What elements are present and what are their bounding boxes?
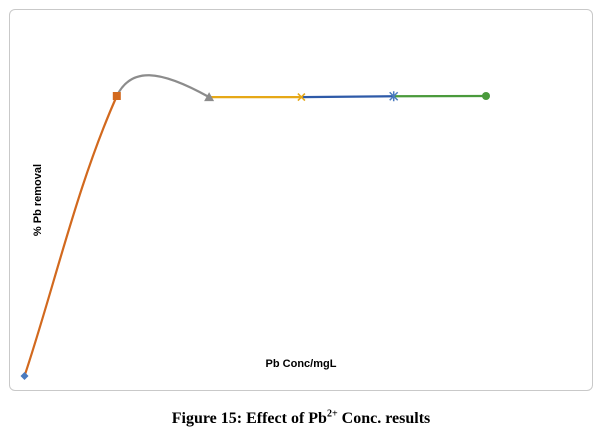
caption-superscript: 2+ [326,408,338,420]
chart-frame [9,9,593,391]
series-line-4 [300,95,395,99]
caption-prefix: Figure 15: Effect of Pb [171,410,327,427]
caption-suffix: Conc. results [337,410,431,427]
data-point-2 [112,92,121,100]
series-line-1 [23,94,118,378]
figure-caption: Figure 15: Effect of Pb2+ Conc. results [0,408,602,428]
series-line-2 [115,74,211,99]
data-point-5 [389,91,399,102]
y-axis-label: % Pb removal [32,163,44,237]
data-point-6 [482,92,490,100]
data-point-1 [20,372,29,380]
data-point-4 [297,93,306,102]
data-point-3 [204,92,215,102]
x-axis-label: Pb Conc/mgL [265,358,337,370]
